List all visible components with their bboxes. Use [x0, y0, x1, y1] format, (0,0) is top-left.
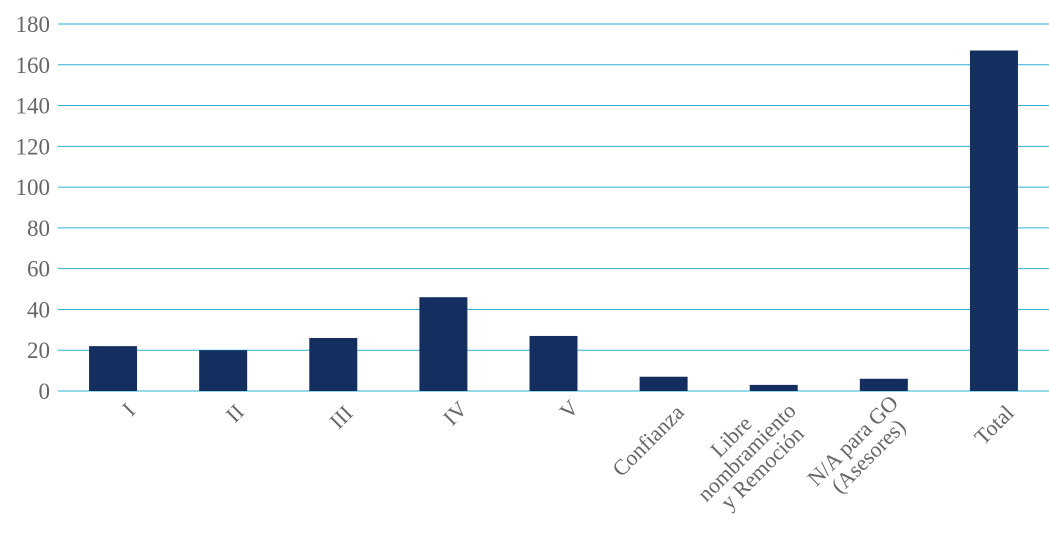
x-tick-label: Librenombramientoy Remoción [677, 382, 817, 522]
y-tick-label: 100 [16, 175, 51, 200]
y-axis-tick-labels: 0 20 40 60 80 100 120 140 160 180 [16, 12, 51, 404]
y-tick-label: 140 [16, 94, 51, 119]
x-tick-label: Total [969, 400, 1018, 449]
y-tick-label: 20 [27, 338, 50, 363]
x-tick-label: IV [438, 396, 472, 430]
x-tick-label: N/A para GO(Asesores) [802, 390, 918, 506]
bar [749, 384, 798, 391]
x-tick-label: III [324, 400, 357, 433]
y-tick-label: 180 [16, 12, 51, 37]
y-tick-label: 120 [16, 134, 51, 159]
bar [309, 337, 358, 391]
bar [969, 50, 1018, 391]
x-tick-label: V [555, 395, 584, 424]
x-tick-label-line: V [555, 395, 584, 424]
bar [529, 335, 578, 391]
x-tick-label-line: Confianza [607, 399, 689, 481]
bar [89, 346, 138, 391]
y-tick-label: 60 [27, 257, 50, 282]
x-tick-label-line: II [221, 399, 249, 427]
x-tick-label-line: I [117, 398, 140, 421]
bars [89, 50, 1018, 391]
bar [419, 297, 468, 391]
x-tick-label: II [221, 399, 249, 427]
x-tick-label-line: III [324, 400, 357, 433]
y-tick-label: 80 [27, 216, 50, 241]
bar [639, 376, 688, 391]
x-tick-label-line: Total [969, 400, 1018, 449]
bar [199, 350, 248, 391]
x-tick-label: Confianza [607, 399, 689, 481]
y-tick-label: 0 [39, 379, 51, 404]
y-tick-label: 40 [27, 297, 50, 322]
bar [859, 378, 908, 391]
y-tick-label: 160 [16, 53, 51, 78]
x-axis-tick-labels: I II III IV V Confianza Librenombramientoy Rem… [117, 382, 1018, 522]
x-tick-label-line: IV [438, 396, 472, 430]
x-tick-label: I [117, 398, 140, 421]
